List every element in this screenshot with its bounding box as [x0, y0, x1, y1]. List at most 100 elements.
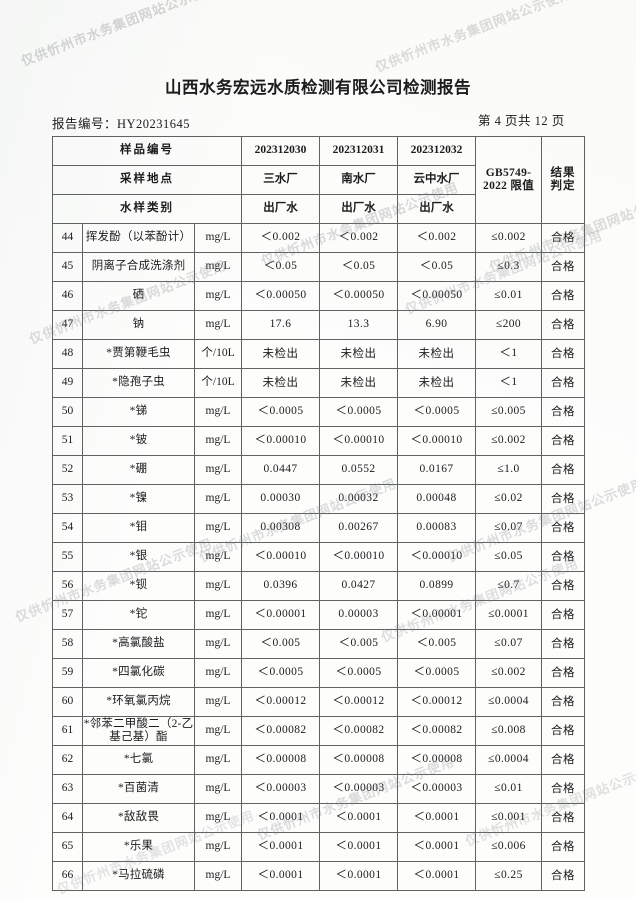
row-item-name: *百菌清: [82, 774, 195, 804]
header-row-location: 采样地点 三水厂 南水厂 云中水厂: [51, 165, 585, 195]
row-value-sample-1: 未检出: [241, 339, 321, 369]
row-unit: mg/L: [193, 629, 243, 659]
row-value-sample-1: ＜0.00008: [241, 745, 321, 775]
row-value-sample-2: ＜0.00010: [319, 542, 399, 572]
row-limit-value: ≤0.005: [475, 397, 543, 427]
row-value-sample-1: ＜0.002: [241, 223, 321, 253]
row-item-name: *七氯: [82, 745, 195, 775]
row-value-sample-3: ＜0.002: [397, 223, 477, 253]
row-value-sample-2: 13.3: [319, 310, 399, 340]
row-result-verdict: 合格: [541, 252, 586, 282]
table-row: 60 *环氧氯丙烷 mg/L ＜0.00012 ＜0.00012 ＜0.00012 ≤0.0…: [52, 687, 586, 717]
table-row: 51 *铍 mg/L ＜0.00010 ＜0.00010 ＜0.00010 ≤0.002 合格: [52, 426, 586, 456]
row-value-sample-3: ＜0.00050: [397, 281, 477, 311]
row-unit: mg/L: [193, 745, 243, 775]
row-result-verdict: 合格: [541, 600, 586, 630]
row-item-name: 钠: [82, 310, 195, 340]
row-result-verdict: 合格: [541, 774, 586, 804]
row-value-sample-1: ＜0.0001: [241, 861, 321, 891]
row-unit: mg/L: [193, 484, 243, 514]
row-limit-value: ≤0.006: [475, 832, 543, 862]
row-value-sample-3: ＜0.00012: [397, 687, 477, 717]
row-item-name: 阴离子合成洗涤剂: [82, 252, 195, 282]
row-unit: mg/L: [193, 426, 243, 456]
row-value-sample-3: ＜0.00008: [397, 745, 477, 775]
row-value-sample-2: ＜0.00008: [319, 745, 399, 775]
row-number: 50: [52, 397, 83, 427]
row-value-sample-3: 未检出: [397, 368, 477, 398]
row-limit-value: ≤0.07: [475, 513, 543, 543]
row-unit: mg/L: [193, 832, 243, 862]
row-number: 44: [52, 223, 83, 253]
row-limit-value: ≤0.008: [475, 716, 543, 746]
row-value-sample-3: 未检出: [397, 339, 477, 369]
row-item-name: *环氧氯丙烷: [82, 687, 195, 717]
row-number: 60: [52, 687, 83, 717]
row-limit-value: ≤200: [475, 310, 543, 340]
row-value-sample-2: ＜0.00003: [319, 774, 399, 804]
row-unit: mg/L: [193, 861, 243, 891]
row-value-sample-1: ＜0.00001: [241, 600, 321, 630]
watermark-text: 仅供忻州市水务集团网站公示使用: [19, 0, 221, 70]
header-water-type-1: 出厂水: [241, 194, 321, 224]
header-water-type-3: 出厂水: [397, 194, 477, 224]
row-number: 54: [52, 513, 83, 543]
row-limit-value: ≤0.3: [475, 252, 543, 282]
row-unit: 个/10L: [193, 339, 243, 369]
row-value-sample-2: ＜0.00010: [319, 426, 399, 456]
row-number: 56: [52, 571, 83, 601]
row-value-sample-3: ＜0.0001: [397, 861, 477, 891]
row-item-name: 硒: [82, 281, 195, 311]
row-value-sample-1: ＜0.00010: [241, 426, 321, 456]
row-number: 48: [52, 339, 83, 369]
row-limit-value: ≤0.01: [475, 774, 543, 804]
table-row: 46 硒 mg/L ＜0.00050 ＜0.00050 ＜0.00050 ≤0.01 合格: [52, 281, 586, 311]
table-row: 66 *马拉硫磷 mg/L ＜0.0001 ＜0.0001 ＜0.0001 ≤0.25 合格: [52, 861, 586, 891]
row-item-name: *马拉硫磷: [82, 861, 195, 891]
header-row-water-type: 水样类别 出厂水 出厂水 出厂水: [51, 194, 585, 224]
row-result-verdict: 合格: [541, 745, 586, 775]
row-value-sample-3: ＜0.05: [397, 252, 477, 282]
row-value-sample-2: ＜0.0005: [319, 658, 399, 688]
row-result-verdict: 合格: [541, 571, 586, 601]
row-limit-value: ≤0.01: [475, 281, 543, 311]
table-row: 64 *敌敌畏 mg/L ＜0.0001 ＜0.0001 ＜0.0001 ≤0.001 合格: [52, 803, 586, 833]
row-value-sample-1: ＜0.00010: [241, 542, 321, 572]
row-limit-value: ≤0.002: [475, 658, 543, 688]
row-result-verdict: 合格: [541, 281, 586, 311]
row-unit: mg/L: [193, 513, 243, 543]
row-value-sample-2: ＜0.00050: [319, 281, 399, 311]
header-result-line2: 判定: [550, 180, 576, 192]
row-item-name: *锑: [82, 397, 195, 427]
header-result-line1: 结果: [550, 166, 576, 179]
row-item-name: *高氯酸盐: [82, 629, 195, 659]
row-item-name: *四氯化碳: [82, 658, 195, 688]
row-item-name: *贾第鞭毛虫: [82, 339, 195, 369]
row-item-name: *钼: [82, 513, 195, 543]
row-limit-value: ≤0.002: [475, 426, 543, 456]
row-limit-value: ＜1: [475, 368, 543, 398]
page-title: 山西水务宏远水质检测有限公司检测报告: [165, 78, 471, 97]
row-number: 58: [52, 629, 83, 659]
row-result-verdict: 合格: [541, 542, 586, 572]
row-value-sample-2: ＜0.0001: [319, 803, 399, 833]
row-number: 46: [52, 281, 83, 311]
table-row: 53 *镍 mg/L 0.00030 0.00032 0.00048 ≤0.02 合格: [52, 484, 586, 514]
row-unit: mg/L: [193, 310, 243, 340]
row-value-sample-1: ＜0.00050: [241, 281, 321, 311]
row-value-sample-3: ＜0.00010: [397, 426, 477, 456]
row-unit: mg/L: [193, 774, 243, 804]
row-value-sample-1: ＜0.05: [241, 252, 321, 282]
row-result-verdict: 合格: [541, 513, 586, 543]
row-value-sample-3: ＜0.00082: [397, 716, 477, 746]
row-unit: mg/L: [193, 600, 243, 630]
row-unit: mg/L: [193, 281, 243, 311]
row-result-verdict: 合格: [541, 803, 586, 833]
table-row: 57 *铊 mg/L ＜0.00001 0.00003 ＜0.00001 ≤0.0001 合格: [52, 600, 586, 630]
row-unit: mg/L: [193, 716, 243, 746]
header-location-3: 云中水厂: [397, 165, 477, 195]
row-value-sample-3: 0.0899: [397, 571, 477, 601]
table-row: 44 挥发酚（以苯酚计） mg/L ＜0.002 ＜0.002 ＜0.002 ≤0.002 合…: [52, 223, 586, 253]
row-number: 65: [52, 832, 83, 862]
row-value-sample-2: 0.00003: [319, 600, 399, 630]
